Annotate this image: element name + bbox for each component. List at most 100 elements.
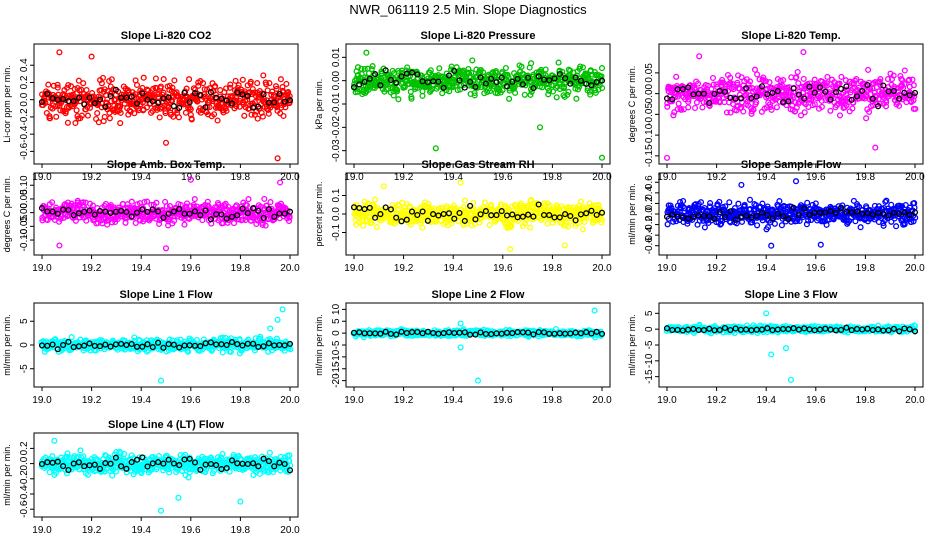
reference-point (218, 95, 225, 102)
data-point (94, 110, 101, 117)
y-tick-label: 0.4 (19, 58, 30, 72)
x-tick-label: 19.8 (231, 263, 251, 274)
y-tick-label: 0 (331, 330, 342, 336)
y-tick-label: 5 (19, 318, 30, 324)
x-tick-label: 20.0 (592, 263, 612, 274)
reference-point (372, 71, 379, 78)
data-points (350, 49, 606, 161)
data-point (544, 220, 551, 227)
data-point (577, 198, 584, 205)
data-point (223, 85, 230, 92)
reference-point (112, 86, 119, 93)
y-tick-label: -10 (331, 349, 342, 364)
data-point (358, 71, 365, 78)
y-tick-label: 0.00 (644, 83, 655, 103)
data-point (105, 103, 112, 110)
x-tick-label: 19.8 (856, 263, 876, 274)
data-point (175, 114, 182, 121)
data-point (505, 74, 512, 81)
y-tick-label: -0.6 (19, 142, 30, 160)
x-tick-label: 19.8 (231, 395, 251, 406)
data-points (38, 49, 294, 162)
chart-title: Slope Amb. Box Temp. (107, 159, 226, 171)
data-point (577, 63, 584, 70)
chart-title: Slope Li-820 Pressure (421, 30, 536, 42)
outlier-point (768, 242, 775, 249)
data-point (188, 116, 195, 123)
reference-point (133, 100, 141, 107)
reference-point (377, 82, 384, 89)
data-point (771, 220, 778, 227)
data-point (165, 97, 172, 104)
outlier-point (88, 53, 95, 60)
reference-point (139, 90, 146, 97)
data-point (186, 76, 193, 83)
plot-frame (345, 43, 611, 165)
data-point (481, 199, 489, 206)
data-point (247, 78, 254, 85)
data-point (592, 87, 599, 94)
data-point (419, 224, 426, 231)
data-point (160, 76, 167, 83)
data-point (117, 109, 124, 116)
reference-point (393, 79, 400, 86)
y-axis-label: ml/min per min. (2, 314, 12, 376)
x-tick-label: 19.2 (82, 172, 102, 183)
data-point (481, 90, 488, 97)
y-axis-label: percent per min. (314, 181, 324, 246)
reference-point (38, 98, 46, 106)
reference-point (49, 95, 56, 102)
data-points (38, 176, 294, 252)
x-tick-label: 19.2 (82, 263, 102, 274)
data-point (573, 95, 580, 102)
x-tick-label: 19.2 (82, 395, 102, 406)
data-point (169, 84, 176, 91)
reference-point (91, 100, 98, 107)
figure-title: NWR_061119 2.5 Min. Slope Diagnostics (349, 2, 587, 17)
data-point (46, 115, 54, 122)
data-point (754, 71, 761, 78)
data-points (663, 178, 919, 249)
reference-point (176, 104, 183, 111)
data-point (227, 81, 234, 88)
data-point (586, 88, 593, 95)
data-point (64, 119, 71, 126)
reference-point (128, 93, 135, 100)
data-point (801, 109, 808, 116)
x-tick-label: 19.4 (756, 263, 776, 274)
data-point (439, 90, 446, 97)
data-point (75, 77, 82, 84)
x-tick-label: 20.0 (592, 395, 612, 406)
data-point (446, 88, 453, 95)
data-point (545, 91, 552, 98)
y-tick-label: 0.05 (644, 63, 655, 83)
data-point (754, 222, 761, 229)
data-point (471, 89, 478, 97)
data-point (461, 197, 468, 204)
reference-point (260, 91, 267, 98)
data-point (361, 65, 368, 72)
reference-point (398, 73, 405, 80)
data-point (108, 76, 115, 83)
data-point (244, 96, 251, 103)
data-point (98, 104, 105, 111)
data-point (140, 107, 147, 114)
x-tick-label: 19.0 (344, 263, 364, 274)
reference-point (366, 75, 373, 82)
data-point (106, 115, 113, 122)
outlier-point (792, 178, 800, 185)
outlier-point (738, 181, 745, 188)
x-tick-label: 19.8 (543, 395, 563, 406)
outlier-point (363, 49, 370, 56)
data-point (549, 88, 557, 95)
data-point (131, 110, 138, 117)
data-point (99, 74, 107, 81)
data-point (57, 107, 64, 114)
y-tick-label: -5 (19, 364, 30, 373)
data-point (187, 106, 194, 113)
x-tick-label: 19.0 (32, 395, 52, 406)
reference-point (197, 92, 204, 99)
x-tick-label: 19.6 (806, 172, 826, 183)
data-points (350, 179, 606, 253)
